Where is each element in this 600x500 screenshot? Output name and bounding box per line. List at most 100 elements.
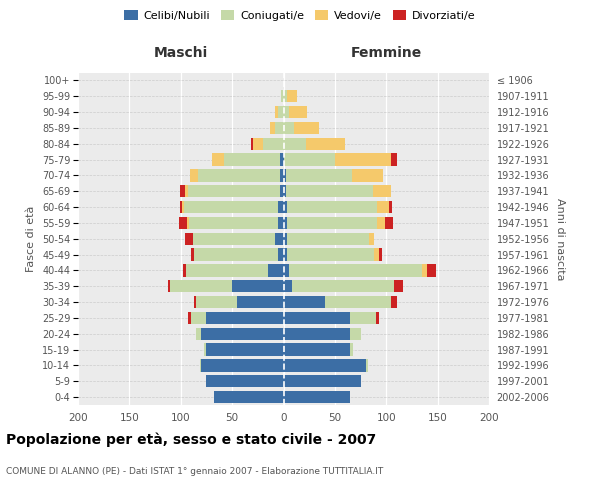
Bar [187, 216, 189, 229]
Bar [169, 280, 170, 292]
Bar [391, 296, 397, 308]
Bar [268, 264, 284, 276]
Bar [289, 106, 307, 118]
Bar [377, 216, 385, 229]
Bar [284, 344, 350, 356]
Bar [184, 201, 278, 213]
Bar [284, 185, 286, 198]
Bar [294, 122, 319, 134]
Bar [286, 169, 352, 181]
Bar [278, 201, 284, 213]
Bar [366, 359, 368, 372]
Bar [214, 391, 284, 404]
Bar [212, 154, 224, 166]
Bar [205, 344, 206, 356]
Bar [202, 328, 284, 340]
Bar [232, 280, 284, 292]
Bar [253, 138, 263, 150]
Bar [284, 391, 350, 404]
Bar [350, 344, 353, 356]
Bar [287, 90, 297, 102]
Bar [284, 216, 287, 229]
Bar [373, 185, 391, 198]
Bar [289, 264, 422, 276]
Bar [284, 122, 294, 134]
Bar [170, 280, 232, 292]
Bar [287, 248, 374, 261]
Bar [389, 201, 392, 213]
Bar [278, 216, 284, 229]
Bar [427, 264, 436, 276]
Bar [206, 312, 284, 324]
Bar [350, 312, 376, 324]
Legend: Celibi/Nubili, Coniugati/e, Vedovi/e, Divorziati/e: Celibi/Nubili, Coniugati/e, Vedovi/e, Di… [120, 6, 480, 25]
Bar [224, 154, 280, 166]
Bar [284, 138, 306, 150]
Bar [280, 154, 284, 166]
Bar [284, 232, 287, 245]
Bar [281, 90, 284, 102]
Text: COMUNE DI ALANNO (PE) - Dati ISTAT 1° gennaio 2007 - Elaborazione TUTTITALIA.IT: COMUNE DI ALANNO (PE) - Dati ISTAT 1° ge… [6, 468, 383, 476]
Y-axis label: Fasce di età: Fasce di età [26, 206, 37, 272]
Bar [189, 216, 278, 229]
Bar [188, 185, 280, 198]
Bar [275, 106, 278, 118]
Bar [263, 138, 284, 150]
Bar [191, 248, 194, 261]
Bar [284, 154, 335, 166]
Bar [191, 312, 206, 324]
Bar [284, 201, 287, 213]
Bar [335, 154, 391, 166]
Bar [287, 232, 369, 245]
Bar [270, 122, 275, 134]
Bar [202, 359, 284, 372]
Bar [369, 232, 374, 245]
Bar [284, 296, 325, 308]
Bar [292, 280, 394, 292]
Bar [284, 90, 287, 102]
Bar [180, 185, 185, 198]
Bar [284, 169, 286, 181]
Bar [287, 216, 377, 229]
Bar [185, 185, 188, 198]
Bar [188, 312, 191, 324]
Bar [278, 248, 284, 261]
Bar [275, 122, 284, 134]
Bar [306, 138, 345, 150]
Bar [196, 328, 202, 340]
Bar [284, 280, 292, 292]
Bar [196, 296, 237, 308]
Bar [287, 201, 377, 213]
Bar [280, 185, 284, 198]
Text: Femmine: Femmine [350, 46, 422, 60]
Bar [284, 106, 289, 118]
Bar [376, 312, 379, 324]
Bar [186, 264, 268, 276]
Bar [374, 248, 379, 261]
Bar [278, 106, 284, 118]
Bar [385, 216, 394, 229]
Bar [182, 201, 184, 213]
Bar [194, 296, 196, 308]
Bar [422, 264, 427, 276]
Bar [286, 185, 373, 198]
Bar [251, 138, 253, 150]
Bar [394, 280, 403, 292]
Y-axis label: Anni di nascita: Anni di nascita [555, 198, 565, 280]
Bar [391, 154, 397, 166]
Bar [180, 201, 182, 213]
Bar [193, 232, 275, 245]
Bar [206, 344, 284, 356]
Bar [194, 248, 278, 261]
Bar [190, 169, 198, 181]
Bar [183, 264, 186, 276]
Bar [284, 312, 350, 324]
Bar [284, 328, 350, 340]
Bar [284, 248, 287, 261]
Bar [284, 264, 289, 276]
Bar [179, 216, 187, 229]
Bar [200, 359, 202, 372]
Bar [377, 201, 389, 213]
Bar [284, 359, 366, 372]
Bar [237, 296, 284, 308]
